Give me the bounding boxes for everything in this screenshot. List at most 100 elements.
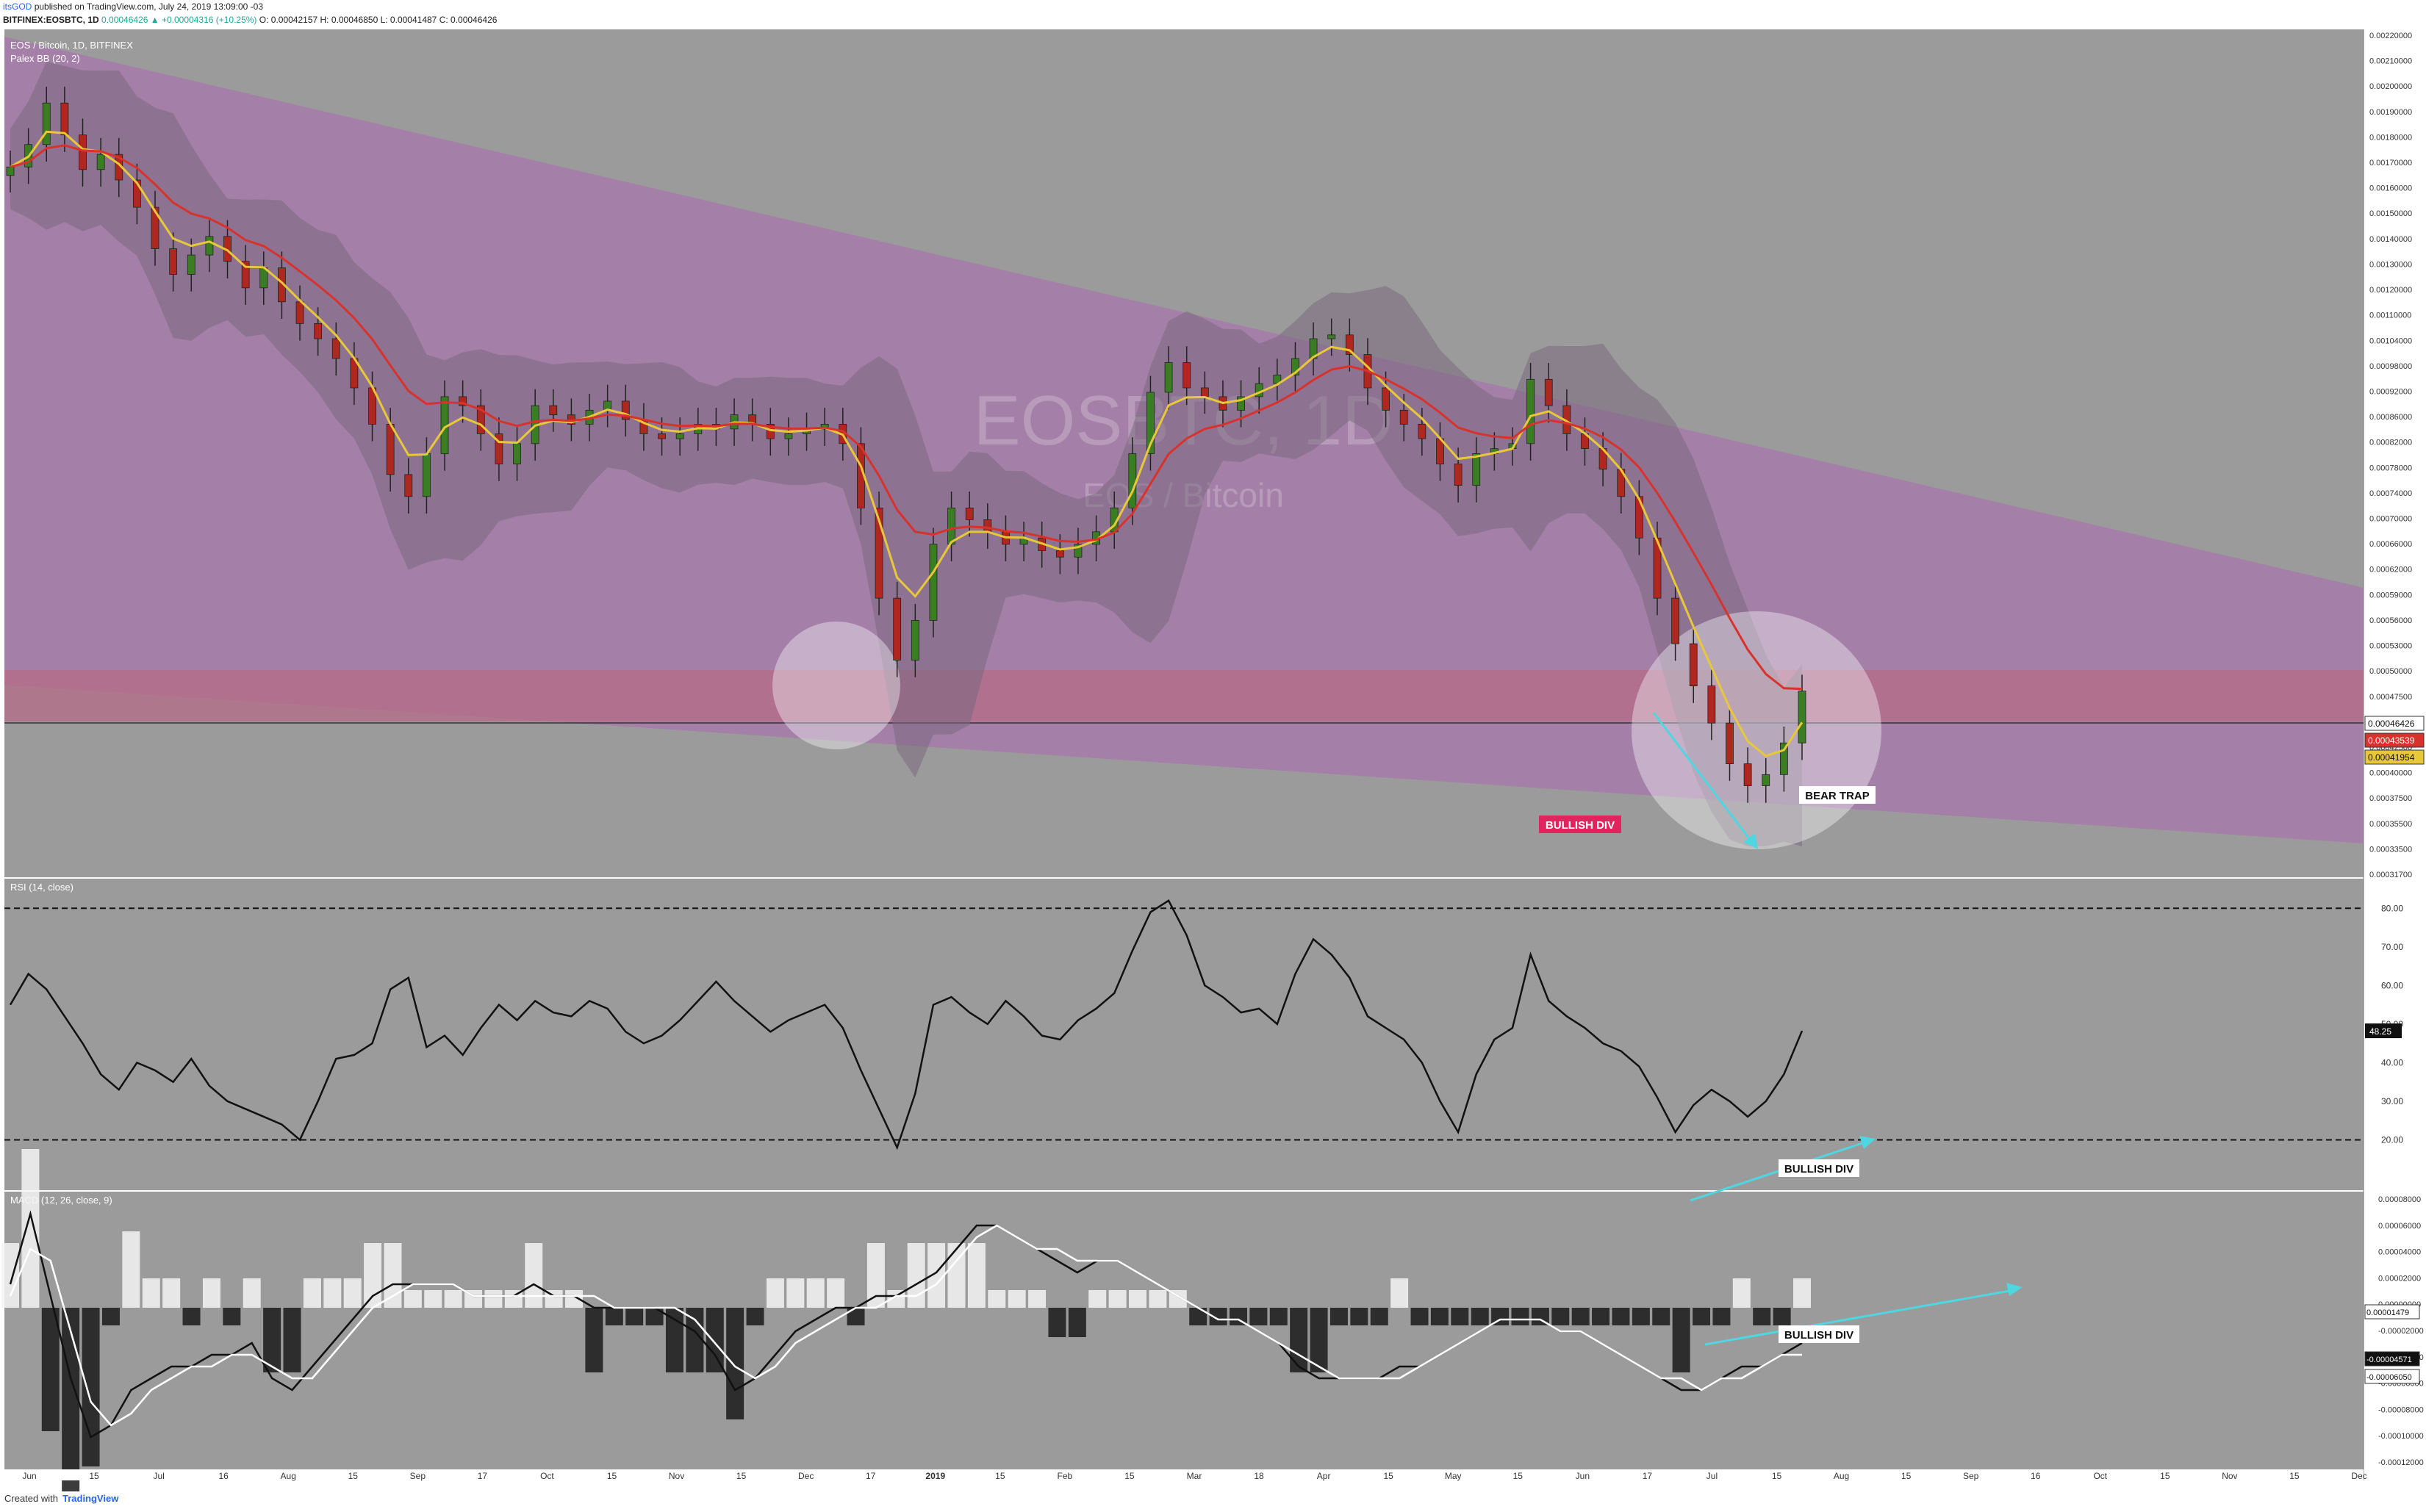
time-tick-label: 15 (1513, 1471, 1524, 1481)
ohlc-line: BITFINEX:EOSBTC, 1D 0.00046426 ▲ +0.0000… (3, 15, 497, 25)
time-tick-label: 15 (1772, 1471, 1782, 1481)
macd-histogram-bar (1773, 1308, 1791, 1325)
candle-body (875, 507, 883, 599)
macd-histogram-bar (1068, 1308, 1086, 1337)
highlight-circle-dec (772, 622, 900, 749)
price-marker-box (2364, 716, 2425, 731)
time-tick-label: Sep (410, 1471, 426, 1481)
bullish-div-box-rsi (1779, 1159, 1859, 1177)
candle-body (1200, 387, 1209, 397)
price-marker-label: 0.00041954 (2368, 752, 2415, 763)
time-tick-label: 15 (995, 1471, 1005, 1481)
time-tick-label: May (1445, 1471, 1462, 1481)
macd-histogram-bar (706, 1308, 724, 1372)
rsi-tick-label: 60.00 (2381, 980, 2403, 990)
macd-histogram-bar (1571, 1308, 1590, 1325)
macd-histogram-bar (1028, 1290, 1047, 1308)
candle-body (784, 433, 793, 439)
candle-body (549, 405, 558, 416)
macd-histogram-bar (82, 1308, 100, 1466)
candle-body (169, 248, 178, 275)
candle-body (1779, 742, 1788, 775)
macd-histogram-bar (484, 1290, 503, 1308)
macd-histogram-bar (1370, 1308, 1388, 1325)
time-tick-label: 15 (1124, 1471, 1135, 1481)
macd-histogram-bar (1430, 1308, 1449, 1325)
time-tick-label: 15 (89, 1471, 99, 1481)
candle-body (1653, 537, 1662, 599)
candle-body (1544, 378, 1553, 406)
macd-tick-label: 0.00004000 (2378, 1248, 2421, 1257)
time-tick-label: 2019 (925, 1471, 945, 1481)
cyan-arrowhead-macd (2006, 1283, 2023, 1296)
price-tick-label: 0.00120000 (2369, 286, 2412, 295)
macd-histogram-bar (1088, 1290, 1107, 1308)
time-tick-label: 15 (2160, 1471, 2170, 1481)
price-tick-label: 0.00070000 (2369, 515, 2412, 524)
macd-histogram-bar (1008, 1290, 1026, 1308)
candle-body (1454, 464, 1463, 486)
macd-histogram-bar (384, 1243, 402, 1308)
bullish-div-box-price (1539, 816, 1621, 833)
candle-body (1762, 774, 1770, 786)
bullish-div-label-price: BULLISH DIV (1546, 819, 1615, 832)
tradingview-logo[interactable]: TradingView (62, 1493, 119, 1504)
macd-marker-label: -0.00006050 (2366, 1373, 2412, 1382)
time-tick-label: 15 (736, 1471, 747, 1481)
macd-marker-label: -0.00004571 (2366, 1356, 2412, 1364)
candle-body (1237, 396, 1245, 411)
price-title: EOS / Bitcoin, 1D, BITFINEX (10, 40, 133, 51)
macd-histogram-bar (605, 1308, 623, 1325)
time-tick-label: 15 (348, 1471, 359, 1481)
price-tick-label: 0.00082000 (2369, 439, 2412, 447)
candle-body (513, 443, 521, 464)
candle-body (187, 254, 195, 275)
rsi-line (9, 899, 1804, 1151)
price-tick-label: 0.00200000 (2369, 82, 2412, 91)
signal-line (9, 1224, 1802, 1427)
price-tick-label: 0.00050000 (2369, 667, 2412, 676)
macd-histogram-bar (1753, 1308, 1771, 1325)
price-tick-label: 0.00086000 (2369, 413, 2412, 422)
macd-histogram-bar (1732, 1278, 1751, 1308)
time-tick-label: 17 (1643, 1471, 1653, 1481)
chart-area[interactable]: EOSBTC, 1DEOS / BitcoinBEAR TRAPBULLISH … (0, 29, 2426, 1491)
candle-body (929, 544, 938, 621)
candle-body (621, 400, 630, 420)
macd-histogram-bar (1652, 1308, 1670, 1325)
price-tick-label: 0.00130000 (2369, 260, 2412, 269)
low-value: L: 0.00041487 (380, 15, 437, 25)
macd-histogram-bar (1632, 1308, 1650, 1325)
macd-histogram-bar (1329, 1308, 1348, 1325)
candle-body (1309, 338, 1318, 359)
time-tick-label: Aug (281, 1471, 296, 1481)
price-tick-label: 0.00033500 (2369, 845, 2412, 854)
candle-body (1671, 597, 1680, 644)
price-tick-label: 0.00031700 (2369, 871, 2412, 879)
macd-histogram-bar (1410, 1308, 1429, 1325)
time-tick-label: 15 (1383, 1471, 1393, 1481)
candle-body (658, 433, 666, 439)
time-tick-label: Mar (1187, 1471, 1202, 1481)
macd-histogram-bar (967, 1243, 986, 1308)
author-link[interactable]: itsGOD (3, 1, 32, 12)
candle-body (132, 179, 141, 208)
publish-text: published on TradingView.com, July 24, 2… (34, 1, 264, 12)
bollinger-band (10, 62, 1802, 846)
macd-histogram-bar (403, 1290, 422, 1308)
price-tick-label: 0.00190000 (2369, 108, 2412, 117)
price-tick-label: 0.00053000 (2369, 642, 2412, 651)
price-tick-label: 0.00078000 (2369, 464, 2412, 472)
candle-body (459, 396, 467, 406)
macd-histogram-bar (343, 1278, 362, 1308)
rsi-panel (4, 879, 2364, 1190)
macd-histogram-bar (283, 1308, 301, 1372)
macd-histogram-bar (1793, 1278, 1811, 1308)
time-tick-label: Jun (1576, 1471, 1590, 1481)
macd-tick-label: 0.00002000 (2378, 1274, 2421, 1283)
candle-body (314, 323, 323, 339)
candle-body (675, 433, 684, 439)
candle-body (331, 338, 340, 359)
macd-histogram-bar (1129, 1290, 1147, 1308)
macd-histogram-bar (1471, 1308, 1489, 1325)
